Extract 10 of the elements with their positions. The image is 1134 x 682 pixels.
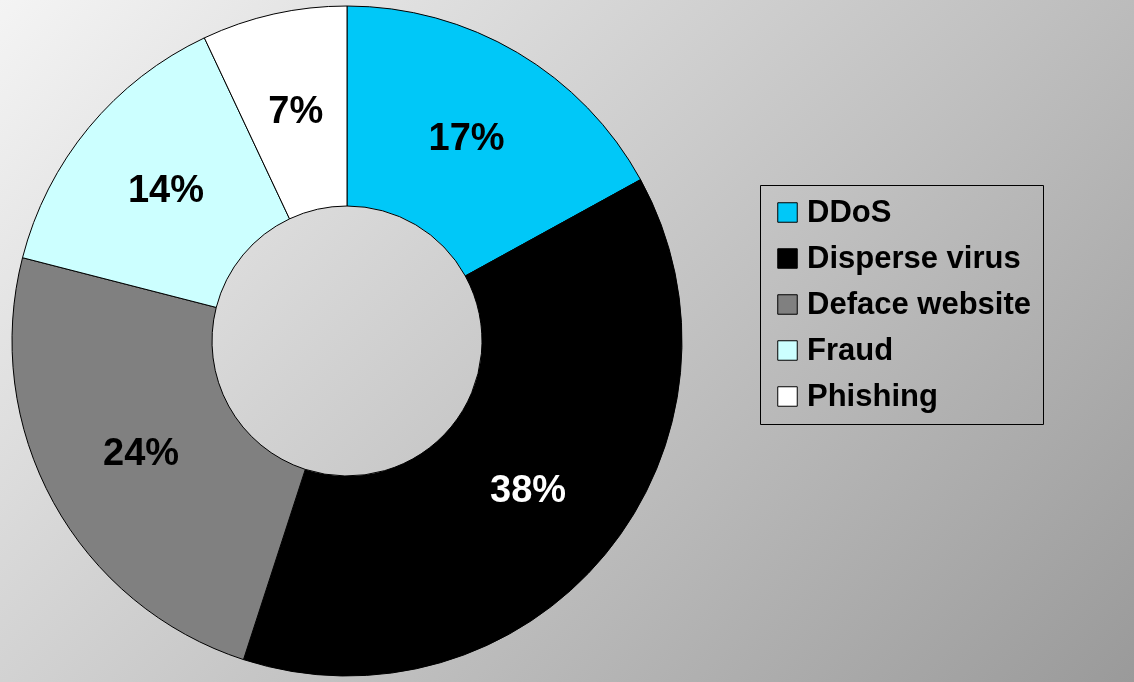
legend-label: Deface website bbox=[807, 285, 1031, 321]
data-label: 38% bbox=[490, 467, 567, 510]
data-label: 17% bbox=[428, 115, 505, 158]
legend-label: Fraud bbox=[807, 331, 894, 367]
data-label: 24% bbox=[103, 431, 180, 474]
legend-label: DDoS bbox=[807, 193, 892, 229]
legend-label: Phishing bbox=[807, 377, 938, 413]
legend-label: Disperse virus bbox=[807, 239, 1021, 275]
data-label: 7% bbox=[268, 88, 324, 131]
data-label: 14% bbox=[127, 168, 204, 211]
